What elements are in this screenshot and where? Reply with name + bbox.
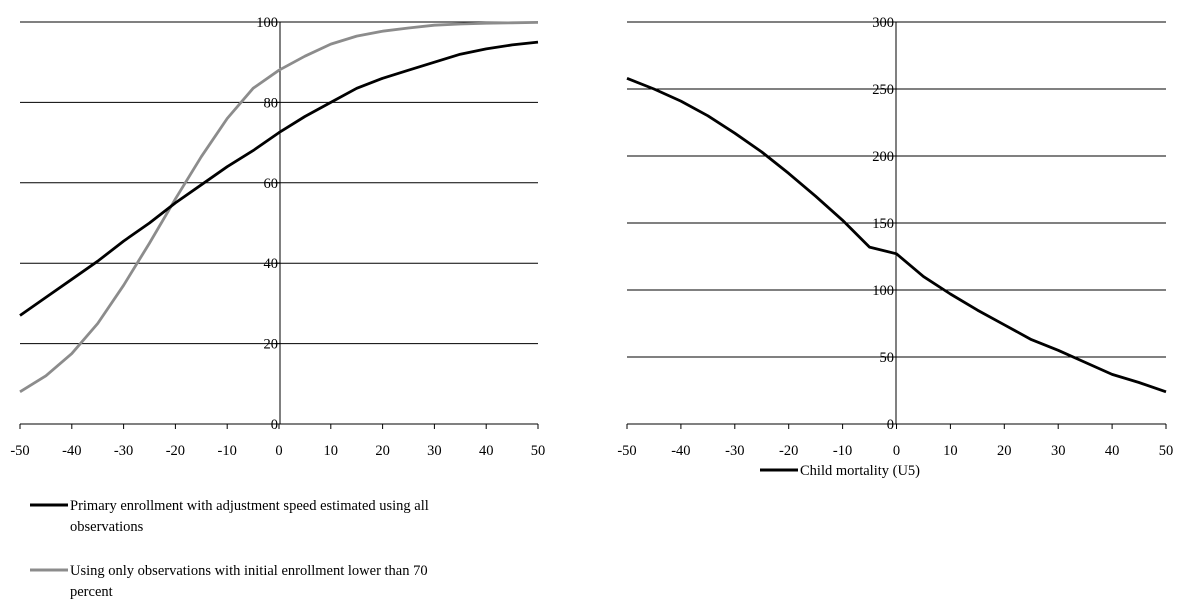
x-tick-label: -50 xyxy=(617,443,636,459)
x-tick-label: 50 xyxy=(1159,443,1174,459)
x-tick-label: 30 xyxy=(427,443,442,459)
x-tick-label: -30 xyxy=(725,443,744,459)
x-tick-label: 0 xyxy=(275,443,282,459)
y-tick-label: 50 xyxy=(880,350,895,366)
chart-1: 0 20 40 60 80 100 -50 -40 -30 -20 -10 0 10 20 30 40 50 Pr… xyxy=(10,15,545,600)
y-tick-label: 150 xyxy=(872,216,894,232)
x-tick-label: -20 xyxy=(166,443,185,459)
series-line-0 xyxy=(19,40,539,317)
y-tick-label: 0 xyxy=(271,417,278,433)
x-tick-label: 20 xyxy=(997,443,1012,459)
legend-label: percent xyxy=(70,584,113,600)
series-line-0 xyxy=(626,76,1167,394)
chart-2: 0 50 100 150 200 250 300 -50 -40 -30 -20 -10 0 10 20 30… xyxy=(617,15,1173,479)
y-tick-label: 100 xyxy=(256,15,278,31)
y-tick-label: 20 xyxy=(264,337,279,353)
y-tick-label: 60 xyxy=(264,176,279,192)
x-tick-label: 40 xyxy=(1105,443,1120,459)
x-tick-label: 10 xyxy=(324,443,339,459)
legend-item: Using only observations with initial enr… xyxy=(30,563,428,600)
y-tick-label: 100 xyxy=(872,283,894,299)
y-tick-label: 80 xyxy=(264,95,279,111)
x-tick-label: 10 xyxy=(943,443,958,459)
x-tick-label: -30 xyxy=(114,443,133,459)
x-tick-label: -40 xyxy=(671,443,690,459)
y-tick-label: 250 xyxy=(872,82,894,98)
legend-label: Using only observations with initial enr… xyxy=(70,563,428,579)
x-tick-label: -40 xyxy=(62,443,81,459)
x-tick-label: 40 xyxy=(479,443,494,459)
series-line-1 xyxy=(19,21,539,393)
y-tick-label: 40 xyxy=(264,256,279,272)
x-tick-label: -10 xyxy=(833,443,852,459)
y-tick-label: 200 xyxy=(872,149,894,165)
legend-label: Primary enrollment with adjustment speed… xyxy=(70,498,429,514)
x-tick-label: 20 xyxy=(375,443,390,459)
legend-item: Child mortality (U5) xyxy=(760,463,920,479)
x-tick-label: 30 xyxy=(1051,443,1066,459)
legend-label: observations xyxy=(70,519,144,535)
legend-label: Child mortality (U5) xyxy=(800,463,920,479)
x-tick-label: -10 xyxy=(218,443,237,459)
x-tick-label: -50 xyxy=(10,443,29,459)
x-tick-label: 50 xyxy=(531,443,546,459)
y-tick-label: 300 xyxy=(872,15,894,31)
legend-item: Primary enrollment with adjustment speed… xyxy=(30,498,429,535)
y-tick-label: 0 xyxy=(887,417,894,433)
x-tick-label: -20 xyxy=(779,443,798,459)
x-tick-label: 0 xyxy=(893,443,900,459)
